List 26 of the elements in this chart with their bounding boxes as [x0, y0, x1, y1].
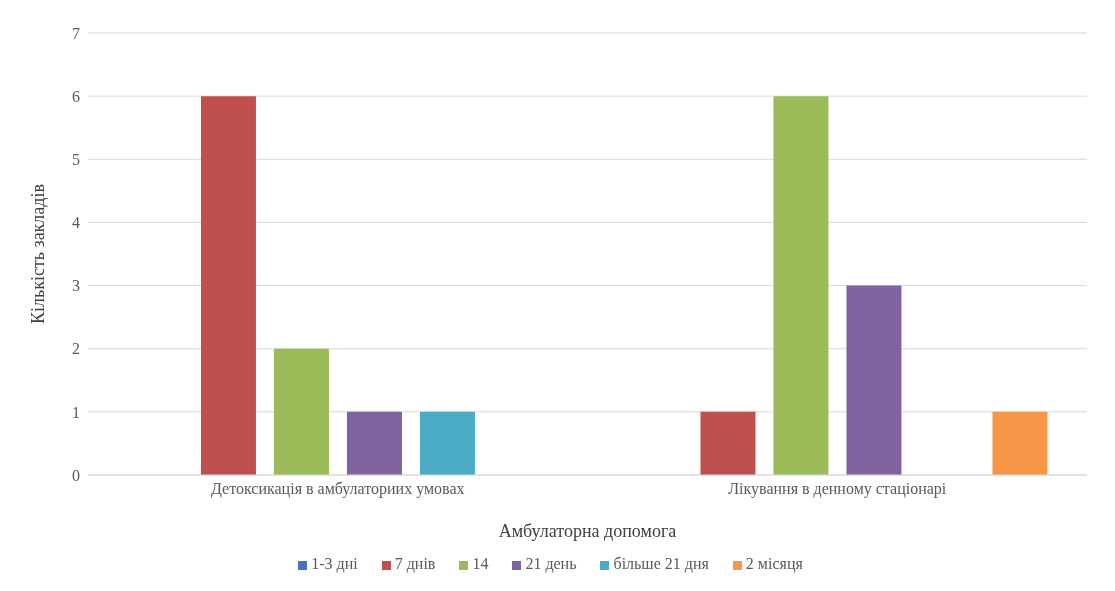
bar	[773, 96, 829, 475]
bar	[273, 348, 329, 475]
y-tick-label: 1	[72, 403, 80, 421]
bar	[700, 411, 756, 475]
y-axis-title: Кількість закладів	[28, 184, 49, 324]
y-tick-label: 4	[72, 214, 80, 232]
bar	[346, 411, 402, 475]
x-axis-title: Амбулаторна допомога	[498, 521, 677, 541]
y-tick-label: 2	[72, 340, 80, 358]
y-tick-label: 0	[72, 466, 80, 484]
legend-label: 1-3 дні	[311, 555, 358, 572]
y-tick-label: 3	[72, 277, 80, 295]
legend-label: 2 місяця	[745, 555, 803, 572]
bar	[200, 96, 256, 475]
bar	[992, 411, 1048, 475]
bar	[419, 411, 475, 475]
y-tick-label: 6	[72, 87, 80, 105]
legend-label: 7 днів	[394, 555, 436, 572]
x-tick-label: Детоксикація в амбулаториих умовах	[210, 480, 465, 499]
legend-label: 14	[472, 555, 489, 572]
legend-label: більше 21 дня	[613, 555, 709, 572]
legend-label: 21 день	[525, 555, 577, 572]
y-tick-label: 7	[72, 24, 80, 42]
bar	[846, 285, 902, 475]
x-tick-label: Лікування в денному стаціонарі	[728, 480, 947, 499]
y-tick-label: 5	[72, 150, 80, 168]
